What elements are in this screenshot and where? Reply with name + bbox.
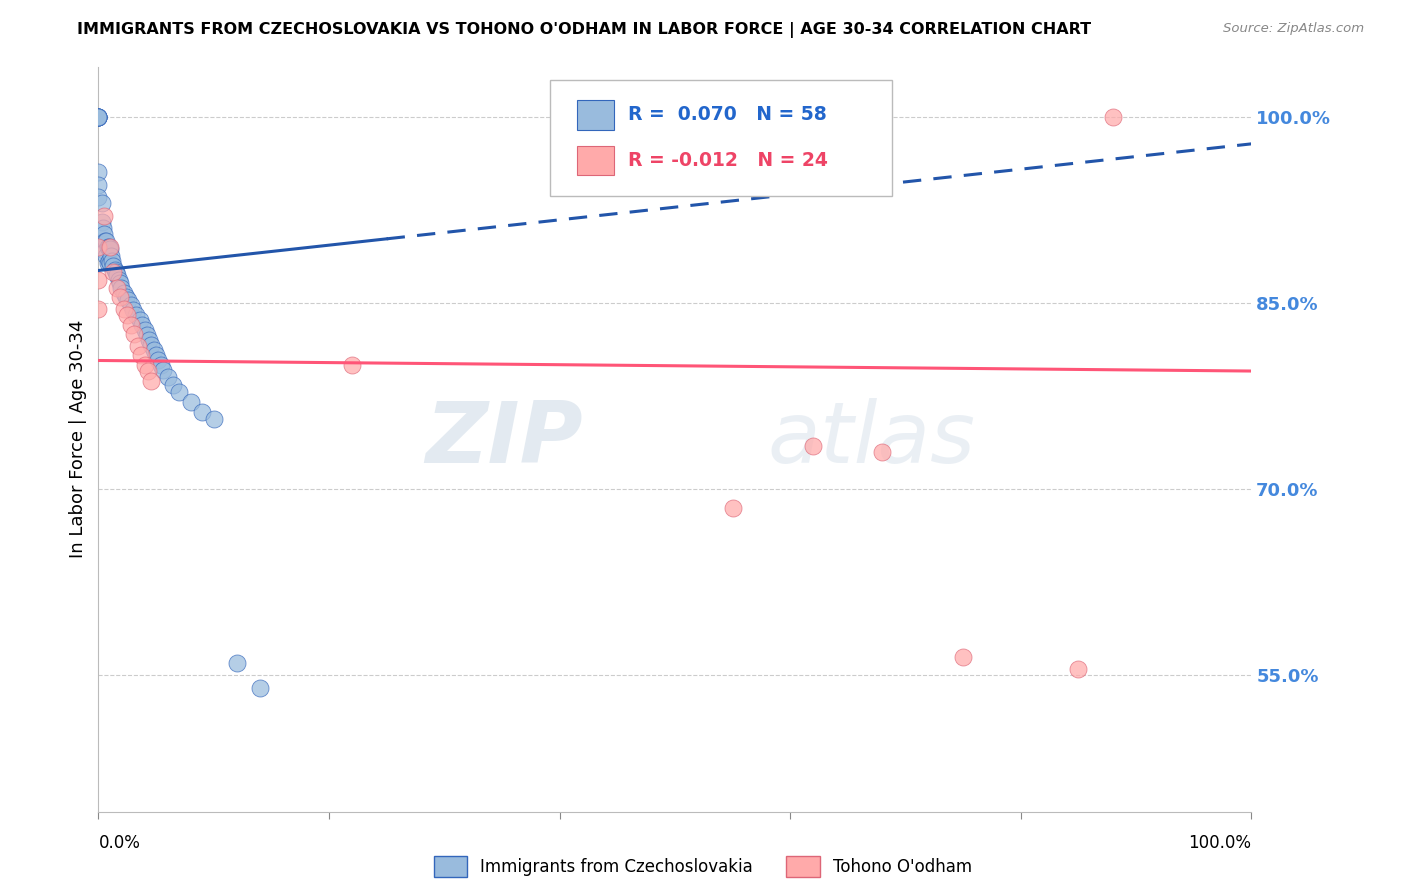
Point [93,209,115,223]
Point [96,234,118,248]
Text: atlas: atlas [768,398,976,481]
Point [202,412,225,426]
Point [100,249,122,263]
Legend: Immigrants from Czechoslovakia, Tohono O'odham: Immigrants from Czechoslovakia, Tohono O… [433,856,973,877]
Point [87,240,110,254]
Point [110,281,132,295]
Text: 100.0%: 100.0% [1188,834,1251,852]
FancyBboxPatch shape [550,79,891,195]
Point [122,303,145,318]
Point [87,110,110,124]
Point [135,328,157,343]
Point [134,358,156,372]
Point [101,253,124,268]
Point [721,500,744,515]
FancyBboxPatch shape [576,100,614,129]
Point [97,253,120,268]
Text: 0.0%: 0.0% [98,834,141,852]
Point [801,438,824,452]
Text: R =  0.070   N = 58: R = 0.070 N = 58 [627,105,827,124]
Point [87,165,110,179]
Text: ZIP: ZIP [425,398,582,481]
Point [115,289,138,303]
Point [94,244,117,258]
Point [87,178,110,192]
Point [87,110,110,124]
Point [156,370,179,384]
Point [1102,110,1125,124]
Point [97,240,120,254]
Point [191,405,214,419]
Point [104,265,127,279]
Point [105,281,128,295]
Point [87,301,110,316]
FancyBboxPatch shape [576,145,614,176]
Point [87,110,110,124]
Point [117,293,139,308]
Text: IMMIGRANTS FROM CZECHOSLOVAKIA VS TOHONO O'ODHAM IN LABOR FORCE | AGE 30-34 CORR: IMMIGRANTS FROM CZECHOSLOVAKIA VS TOHONO… [77,22,1091,38]
Point [90,196,112,211]
Point [180,395,202,409]
Point [225,656,247,670]
Point [141,338,163,352]
Point [149,358,172,372]
Point [94,234,117,248]
Point [120,298,142,312]
Point [117,308,139,322]
Point [125,308,148,322]
Point [87,110,110,124]
Point [87,110,110,124]
Point [103,265,125,279]
Point [87,110,110,124]
Point [98,256,121,270]
Point [129,348,152,362]
Point [152,363,174,377]
Point [134,323,156,337]
Text: Source: ZipAtlas.com: Source: ZipAtlas.com [1223,22,1364,36]
Point [145,348,167,362]
Point [167,385,190,400]
Point [340,358,363,372]
Point [108,273,131,287]
Point [110,276,132,290]
Point [112,301,135,316]
Point [249,681,271,695]
Point [105,268,128,283]
Point [129,313,152,327]
Point [142,343,165,357]
Point [872,444,894,458]
Point [148,352,170,367]
Point [91,221,114,235]
Point [98,243,121,257]
Point [90,215,112,229]
Point [87,110,110,124]
Point [952,649,974,664]
Point [103,259,125,273]
Point [162,377,184,392]
Point [1067,662,1090,676]
Point [98,240,121,254]
Point [87,273,110,287]
Point [127,339,149,353]
Point [112,285,135,300]
Point [93,227,115,242]
Point [131,318,153,332]
Point [103,263,125,277]
Point [97,256,120,270]
Point [87,190,110,204]
Point [122,326,145,341]
Text: R = -0.012   N = 24: R = -0.012 N = 24 [627,151,828,170]
Y-axis label: In Labor Force | Age 30-34: In Labor Force | Age 30-34 [69,320,87,558]
Point [141,374,163,388]
Point [96,249,118,263]
Point [136,364,159,378]
Point [110,289,132,303]
Point [138,333,160,347]
Point [120,318,142,332]
Point [97,240,120,254]
